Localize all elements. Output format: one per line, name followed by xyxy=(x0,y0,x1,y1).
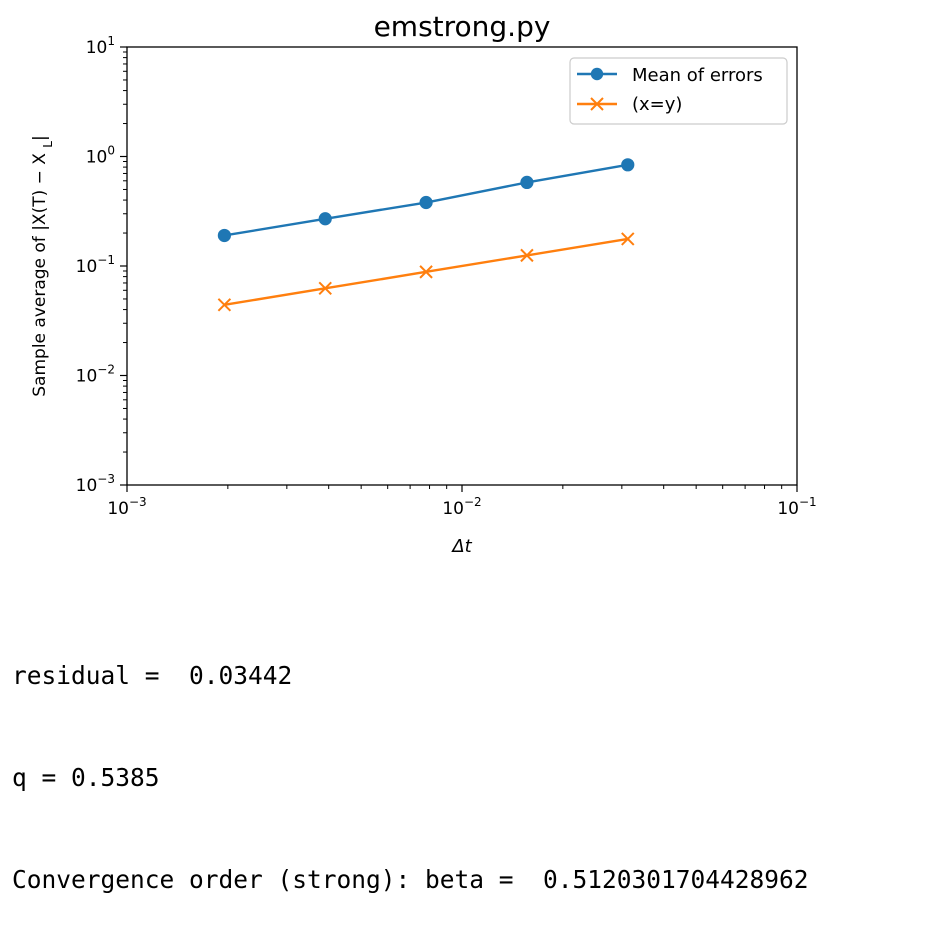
legend-entry-mean-of-errors: Mean of errors xyxy=(577,65,763,86)
chart-figure: emstrong.py 10−3 10−2 10−110−310−210−11001… xyxy=(30,10,817,557)
x-tick-label: 10−1 xyxy=(777,495,816,519)
chart-title: emstrong.py xyxy=(374,10,551,43)
legend-frame xyxy=(569,57,788,125)
x-tick-label: 10−2 xyxy=(442,495,481,519)
y-axis-label-text: Sample average of |X(T) − X xyxy=(30,153,50,397)
data-point-mean-of-errors xyxy=(621,158,635,172)
data-series xyxy=(217,158,635,312)
q-line: q = 0.5385 xyxy=(12,763,160,792)
y-axis-label: Sample average of |X(T) − X L| xyxy=(30,135,55,396)
data-point-mean-of-errors xyxy=(520,175,534,190)
legend-marker-circle xyxy=(590,67,604,81)
data-point-mean-of-errors xyxy=(419,195,433,210)
plot-frame xyxy=(126,46,798,486)
residual-line: residual = 0.03442 xyxy=(12,661,293,690)
legend-label-x-equals-y: (x=y) xyxy=(632,94,682,115)
y-tick-label: 10−1 xyxy=(76,253,115,277)
x-axis-label: Δt xyxy=(450,536,472,557)
y-tick-label: 101 xyxy=(86,34,115,58)
console-output: residual = 0.03442 q = 0.5385 Convergenc… xyxy=(12,591,809,931)
legend-marker-x xyxy=(590,97,604,111)
y-tick-label: 10−2 xyxy=(76,363,115,387)
data-point-x-y xyxy=(419,265,433,279)
axis-ticks: 10−3 10−2 10−1 10−3 10−2 10−1 100 101 xyxy=(76,34,817,519)
y-tick-label: 10−3 xyxy=(76,472,115,496)
data-point-mean-of-errors xyxy=(217,228,231,243)
y-axis-label-tail: | xyxy=(30,135,50,141)
data-point-x-y xyxy=(318,281,332,296)
data-point-x-y xyxy=(621,232,635,246)
data-point-x-y xyxy=(520,248,534,263)
beta-line: Convergence order (strong): beta = 0.512… xyxy=(12,865,809,894)
y-tick-label: 100 xyxy=(86,144,115,168)
x-tick-label: 10−3 xyxy=(107,495,146,519)
legend-label-mean-of-errors: Mean of errors xyxy=(632,65,763,86)
legend-entry-x-equals-y: (x=y) xyxy=(577,94,682,115)
svg-text:Sample average of |X(T) − X: Sample average of |X(T) − X L| xyxy=(30,135,55,396)
legend: Mean of errors (x=y) xyxy=(569,57,788,125)
data-point-x-y xyxy=(217,298,232,312)
y-axis-label-subscript: L xyxy=(41,141,55,148)
data-point-mean-of-errors xyxy=(318,212,332,226)
